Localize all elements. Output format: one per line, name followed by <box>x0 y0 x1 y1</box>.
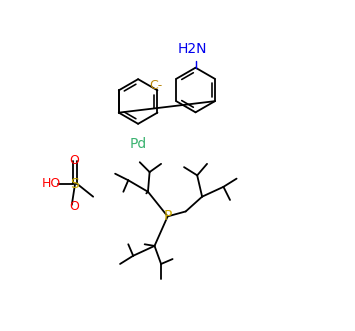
Text: O: O <box>69 200 79 213</box>
Text: O: O <box>69 154 79 167</box>
Text: P: P <box>163 210 172 223</box>
Text: H2N: H2N <box>178 42 207 56</box>
Text: S: S <box>70 176 78 191</box>
Text: Pd: Pd <box>130 137 147 151</box>
Text: HO: HO <box>42 177 61 190</box>
Text: C-: C- <box>149 78 163 92</box>
